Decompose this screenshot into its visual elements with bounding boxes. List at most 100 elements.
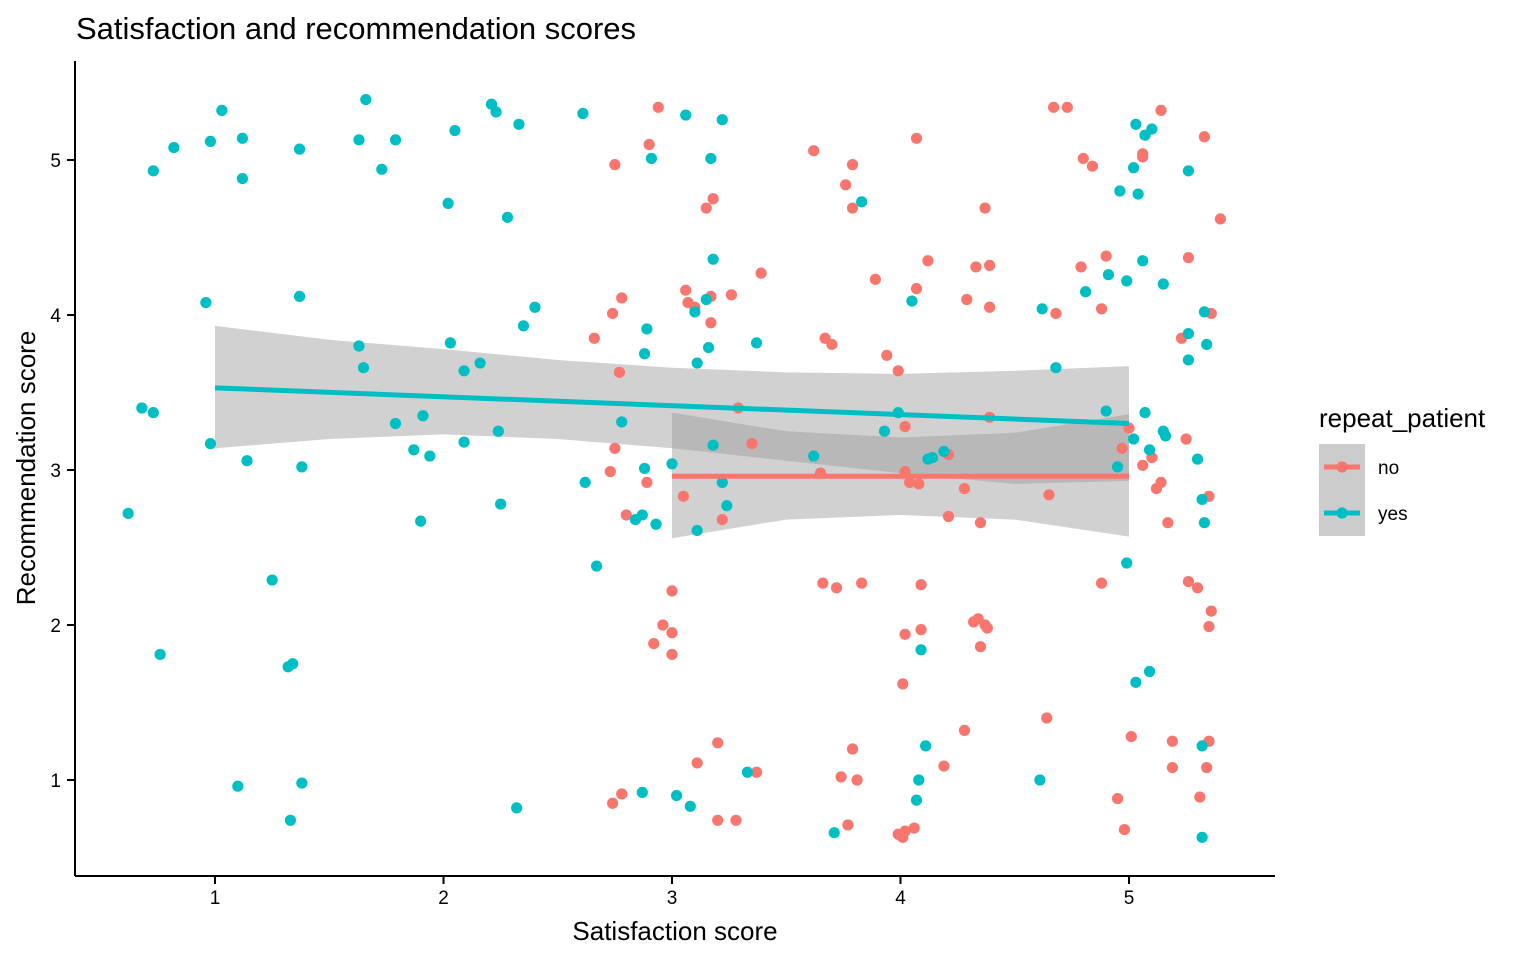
point-no: [869, 273, 881, 285]
point-yes: [1127, 433, 1140, 445]
point-yes: [415, 515, 427, 527]
point-yes: [236, 132, 249, 144]
point-no: [970, 261, 982, 273]
point-yes: [389, 134, 402, 146]
point-yes: [641, 323, 653, 335]
point-no: [1116, 442, 1128, 454]
point-yes: [1121, 557, 1133, 569]
y-tick-label: 5: [50, 151, 61, 172]
point-yes: [1121, 275, 1133, 287]
point-no: [981, 622, 993, 634]
point-yes: [424, 450, 436, 462]
point-yes: [741, 766, 754, 778]
point-no: [922, 255, 934, 267]
point-no: [705, 317, 717, 329]
point-yes: [357, 362, 370, 374]
point-yes: [529, 301, 541, 313]
legend-label-no: no: [1378, 458, 1399, 479]
y-axis-title: Recommendation score: [11, 331, 41, 606]
point-no: [755, 267, 767, 279]
point-yes: [1114, 185, 1126, 197]
point-no: [913, 478, 925, 490]
point-yes: [707, 253, 719, 265]
point-no: [897, 678, 909, 690]
point-yes: [1036, 303, 1048, 315]
point-no: [908, 822, 920, 834]
point-yes: [577, 107, 589, 120]
point-no: [846, 743, 859, 755]
point-no: [716, 514, 728, 526]
point-yes: [680, 109, 692, 121]
point-no: [899, 825, 911, 837]
point-no: [835, 771, 847, 783]
point-no: [1180, 433, 1192, 445]
x-axis-ticks: 1 2 3 4 5: [210, 876, 1134, 909]
point-yes: [287, 658, 299, 670]
point-no: [691, 757, 703, 769]
point-no: [1047, 101, 1060, 113]
point-no: [1198, 131, 1211, 143]
point-yes: [1143, 665, 1156, 678]
point-yes: [204, 135, 217, 147]
point-no: [958, 724, 971, 737]
point-no: [1043, 489, 1055, 501]
point-yes: [122, 507, 134, 519]
point-no: [856, 577, 868, 589]
point-yes: [204, 438, 217, 450]
point-no: [666, 627, 678, 639]
point-yes: [1196, 831, 1208, 843]
x-tick-label: 1: [210, 888, 221, 909]
point-yes: [666, 458, 678, 470]
point-no: [606, 307, 619, 320]
point-no: [974, 641, 987, 653]
point-no: [730, 814, 742, 826]
point-no: [712, 814, 724, 826]
point-no: [680, 284, 692, 296]
point-yes: [670, 789, 683, 802]
point-no: [648, 638, 660, 650]
point-yes: [684, 800, 696, 812]
point-yes: [1198, 517, 1211, 529]
point-yes: [266, 574, 278, 586]
point-yes: [828, 827, 840, 839]
point-no: [938, 760, 950, 772]
point-no: [1118, 824, 1131, 836]
legend-label-yes: yes: [1378, 504, 1408, 525]
point-no: [910, 283, 923, 295]
point-yes: [389, 417, 402, 430]
point-no: [1162, 517, 1174, 529]
point-no: [851, 774, 863, 786]
point-yes: [750, 337, 763, 349]
point-no: [746, 438, 758, 450]
point-no: [1137, 151, 1149, 163]
point-yes: [920, 740, 932, 752]
point-no: [1166, 735, 1179, 747]
point-no: [984, 259, 996, 271]
x-tick-label: 3: [667, 888, 678, 909]
point-no: [958, 483, 971, 495]
legend-key-point: [1336, 507, 1348, 519]
point-yes: [689, 306, 701, 318]
data-points: [122, 93, 1226, 843]
x-axis-title: Satisfaction score: [572, 916, 777, 946]
point-no: [1203, 620, 1215, 633]
point-no: [1166, 762, 1179, 774]
point-yes: [1157, 278, 1169, 290]
point-yes: [1191, 453, 1204, 465]
point-yes: [638, 348, 651, 360]
point-yes: [353, 134, 365, 146]
point-no: [1214, 213, 1226, 225]
point-yes: [1196, 740, 1208, 752]
point-yes: [136, 402, 148, 414]
point-no: [606, 797, 619, 809]
point-yes: [808, 450, 820, 462]
legend-entries: no yes: [1319, 444, 1408, 536]
point-yes: [1146, 123, 1158, 135]
point-no: [1182, 252, 1195, 264]
point-yes: [1079, 286, 1092, 298]
point-yes: [200, 297, 212, 309]
point-no: [613, 366, 626, 378]
trend-line-yes: [214, 385, 1130, 426]
y-tick-label: 1: [50, 771, 61, 792]
point-yes: [353, 340, 365, 352]
